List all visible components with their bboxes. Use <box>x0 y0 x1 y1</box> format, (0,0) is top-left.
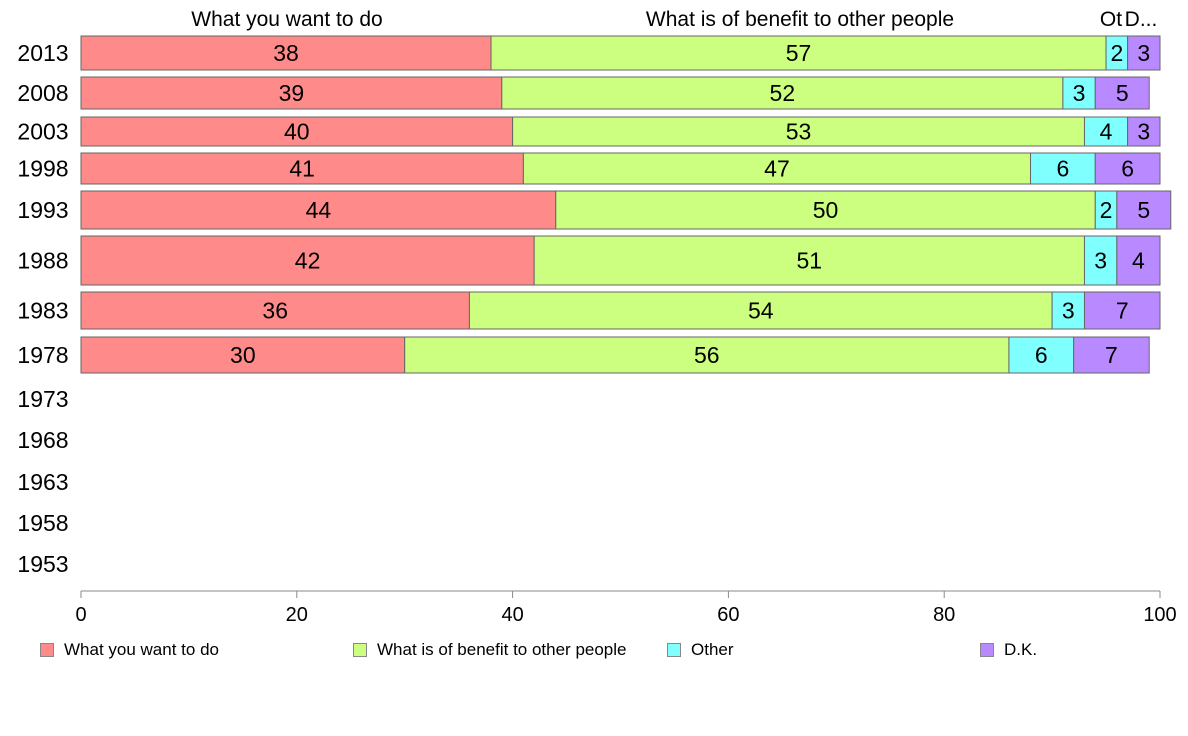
data-label: 4 <box>1132 248 1145 274</box>
bar-segment <box>1073 336 1150 374</box>
top-label: D... <box>1125 8 1158 31</box>
data-label: 3 <box>1073 80 1086 106</box>
category-label: 1988 <box>17 248 68 274</box>
data-label: 54 <box>748 298 774 324</box>
bar-segment <box>80 291 470 330</box>
legend-item: D.K. <box>980 640 1037 660</box>
bar-segment <box>1094 152 1161 185</box>
x-tick-label: 20 <box>286 604 308 626</box>
legend-swatch <box>667 643 681 657</box>
bar-segment <box>468 291 1053 330</box>
bar-segment <box>1127 35 1161 71</box>
legend-swatch <box>353 643 367 657</box>
data-label: 51 <box>797 248 823 274</box>
x-tick-label: 0 <box>75 604 86 626</box>
data-label: 5 <box>1137 197 1150 223</box>
x-tick-label: 60 <box>717 604 739 626</box>
category-label: 2003 <box>17 119 68 145</box>
legend-label: What is of benefit to other people <box>377 640 627 659</box>
data-label: 2 <box>1100 197 1113 223</box>
category-label: 1963 <box>17 469 68 495</box>
data-label: 40 <box>284 119 310 145</box>
bar-segment <box>522 152 1032 185</box>
top-label: What is of benefit to other people <box>646 8 954 31</box>
data-label: 4 <box>1100 119 1113 145</box>
legend-item: What you want to do <box>40 640 219 660</box>
legend-swatch <box>980 643 994 657</box>
bar-segment <box>1116 235 1161 286</box>
data-label: 3 <box>1137 40 1150 66</box>
bar-segment <box>1008 336 1075 374</box>
legend-item: What is of benefit to other people <box>353 640 627 660</box>
data-label: 56 <box>694 342 720 368</box>
bar-segment <box>1030 152 1096 185</box>
x-tick-label: 40 <box>501 604 523 626</box>
bar-segment <box>80 76 503 110</box>
top-label: What you want to do <box>191 8 382 31</box>
bar-segment <box>80 336 406 374</box>
data-label: 3 <box>1137 119 1150 145</box>
data-label: 6 <box>1035 342 1048 368</box>
bar-segment <box>80 116 514 147</box>
data-label: 47 <box>764 156 790 182</box>
data-label: 53 <box>786 119 812 145</box>
bar-segment <box>80 152 524 185</box>
data-label: 3 <box>1062 298 1075 324</box>
bar-segment <box>404 336 1010 374</box>
category-label: 1983 <box>17 298 68 324</box>
data-label: 41 <box>289 156 315 182</box>
category-label: 1998 <box>17 156 68 182</box>
bar-segment <box>1083 291 1161 330</box>
data-label: 39 <box>279 80 305 106</box>
data-label: 7 <box>1105 342 1118 368</box>
data-label: 6 <box>1056 156 1069 182</box>
category-label: 1978 <box>17 342 68 368</box>
x-tick-label: 100 <box>1143 604 1176 626</box>
category-label: 1993 <box>17 197 68 223</box>
bar-segment <box>80 35 492 71</box>
bar-segment <box>512 116 1085 147</box>
data-label: 2 <box>1110 40 1123 66</box>
data-label: 36 <box>262 298 288 324</box>
data-label: 52 <box>770 80 796 106</box>
legend-swatch <box>40 643 54 657</box>
legend-label: D.K. <box>1004 640 1038 659</box>
x-tick-label: 80 <box>933 604 955 626</box>
legend: What you want to do What is of benefit to… <box>0 640 1188 670</box>
category-label: 1968 <box>17 427 68 453</box>
category-label: 1973 <box>17 386 68 412</box>
data-label: 44 <box>306 197 332 223</box>
data-label: 7 <box>1116 298 1129 324</box>
data-label: 57 <box>786 40 812 66</box>
top-label: Ot <box>1100 8 1122 31</box>
data-label: 30 <box>230 342 256 368</box>
data-label: 5 <box>1116 80 1129 106</box>
bar-segment <box>490 35 1107 71</box>
data-label: 6 <box>1121 156 1134 182</box>
legend-label: Other <box>691 640 734 659</box>
data-label: 42 <box>295 248 321 274</box>
bar-segment <box>1062 76 1096 110</box>
category-label: 1958 <box>17 510 68 536</box>
data-label: 50 <box>813 197 839 223</box>
data-label: 38 <box>273 40 299 66</box>
bar-segment <box>501 76 1064 110</box>
data-label: 3 <box>1094 248 1107 274</box>
category-label: 1953 <box>17 551 68 577</box>
bar-segment <box>555 190 1096 230</box>
legend-item: Other <box>667 640 734 660</box>
bar-segment <box>1127 116 1161 147</box>
bar-segment <box>1116 190 1172 230</box>
bar-segment <box>1083 116 1129 147</box>
bar-segment <box>1094 76 1150 110</box>
chart-svg: What you want to do What is of benefit to… <box>17 8 1176 626</box>
category-label: 2008 <box>17 80 68 106</box>
legend-label: What you want to do <box>64 640 219 659</box>
category-label: 2013 <box>17 40 68 66</box>
bar-segment <box>80 190 557 230</box>
